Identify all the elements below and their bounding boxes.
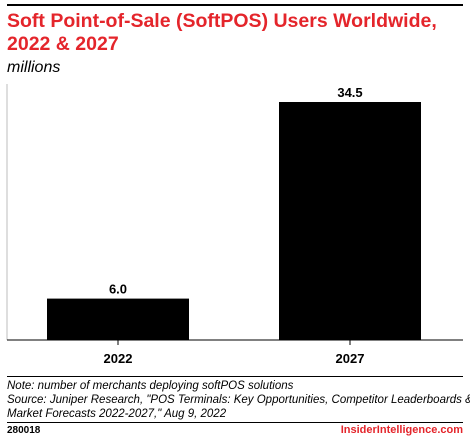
bar-chart: 6.0 2022 34.5 2027 [6, 84, 463, 366]
note-divider [7, 376, 463, 377]
data-label-2027: 34.5 [337, 85, 362, 100]
top-rule [7, 4, 463, 6]
chart-id: 280018 [7, 425, 41, 436]
x-tick-label-2022: 2022 [104, 351, 133, 366]
note-text: Note: number of merchants deploying soft… [7, 380, 294, 392]
footer-divider [7, 422, 463, 423]
bar-2022 [47, 298, 189, 340]
x-tick-label-2027: 2027 [336, 351, 365, 366]
chart-subtitle: millions [7, 59, 61, 76]
bar-2027 [279, 102, 421, 340]
chart-title: Soft Point-of-Sale (SoftPOS) Users World… [7, 10, 437, 55]
source-text-line-2: Market Forecasts 2022-2027," Aug 9, 2022 [7, 408, 227, 420]
brand-link[interactable]: InsiderIntelligence.com [340, 424, 463, 436]
data-label-2022: 6.0 [109, 282, 127, 297]
source-text-line-1: Source: Juniper Research, "POS Terminals… [7, 394, 470, 406]
chart-notes: Note: number of merchants deploying soft… [7, 379, 470, 421]
